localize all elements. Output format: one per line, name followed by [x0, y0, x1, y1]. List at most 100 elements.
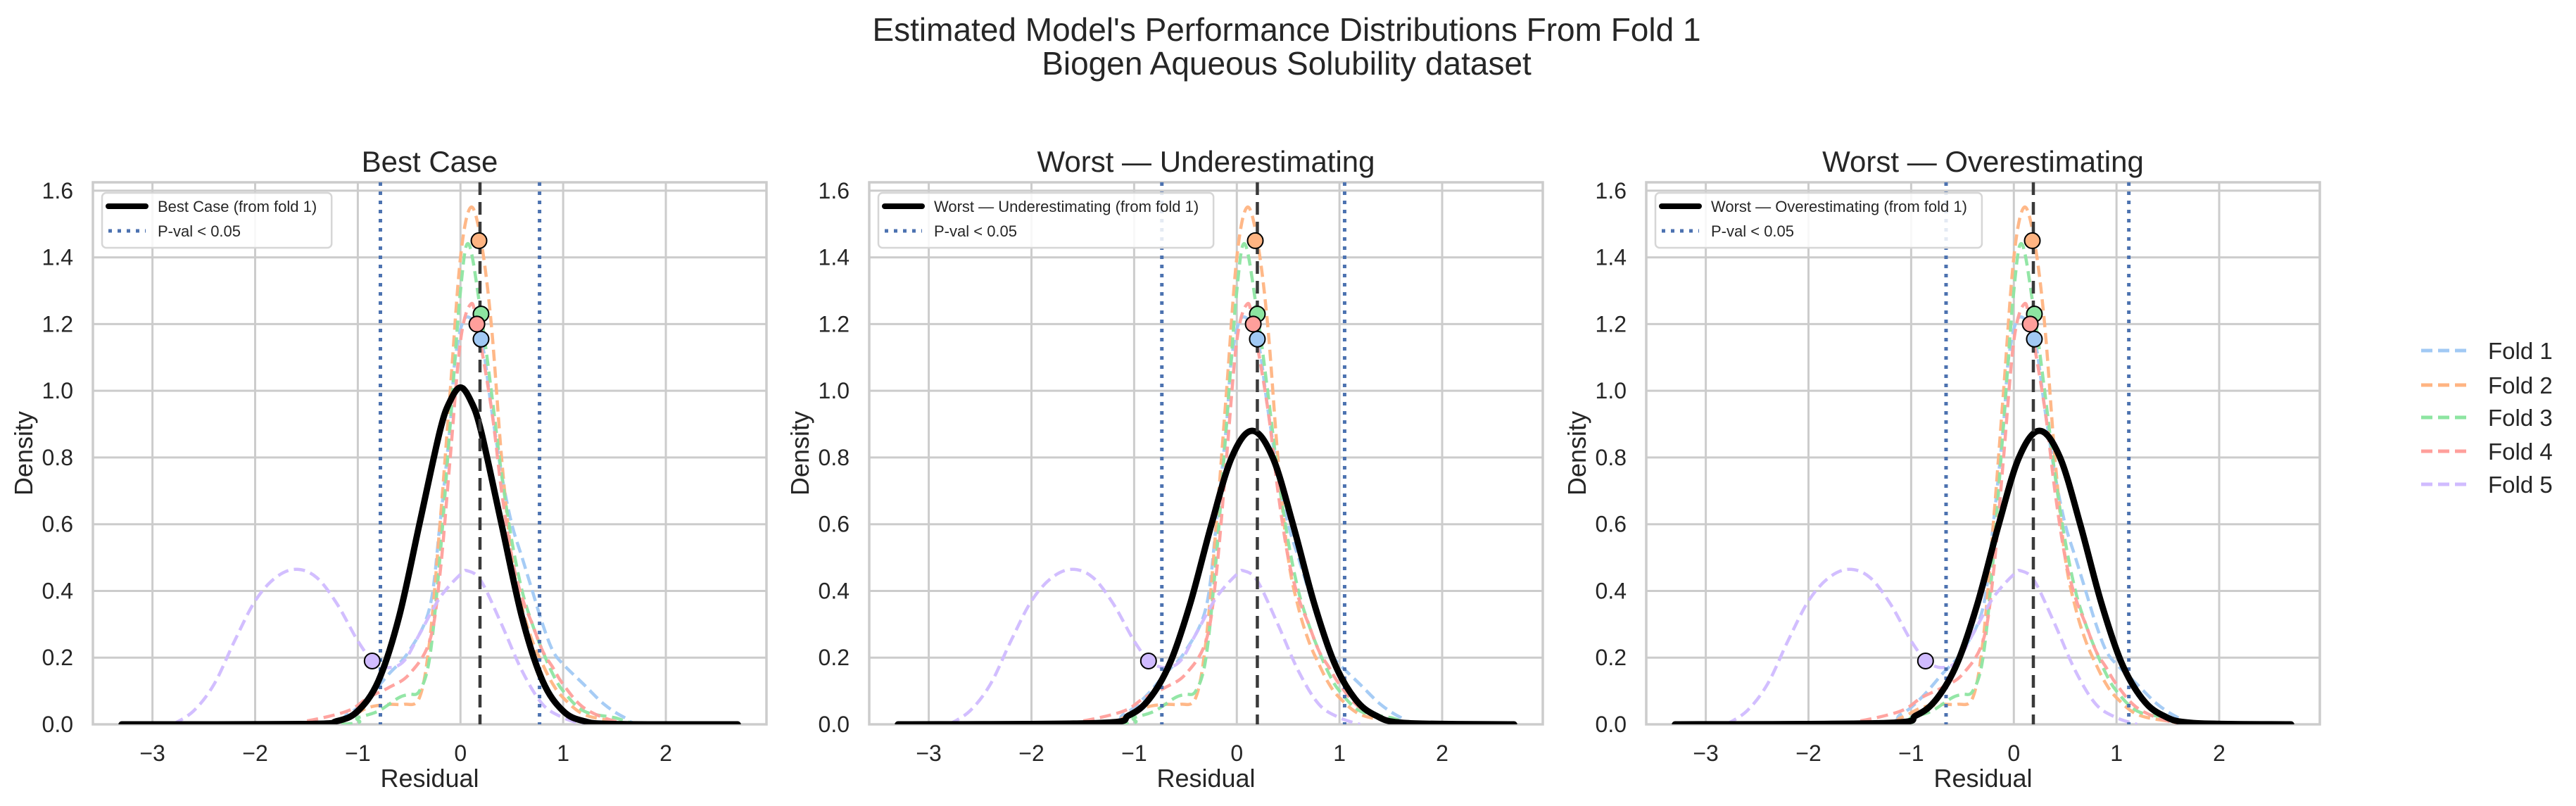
fold-3-density-curve — [1674, 241, 2292, 724]
fold-5-marker — [1917, 652, 1934, 669]
fold-legend-item: Fold 2 — [2421, 372, 2553, 398]
y-axis-label: Density — [1562, 411, 1591, 496]
panel-2: −3 −2 −1 0 1 2 0.0 0.2 0.4 0.6 0.8 1.0 1.2 1.4 1.6 Wors… — [785, 145, 1544, 793]
y-tick-label: 1.2 — [1596, 311, 1627, 336]
fold-3-density-curve — [121, 241, 738, 724]
fold-1-marker — [2026, 330, 2043, 348]
axes-frame — [91, 181, 768, 726]
y-tick-label: 1.2 — [42, 311, 73, 336]
y-tick-label: 0.4 — [42, 578, 73, 603]
y-tick-label: 0.2 — [819, 645, 850, 670]
panel-legend: Worst — Underestimating (from fold 1) P-v… — [877, 191, 1215, 249]
y-tick-label: 0.4 — [819, 578, 850, 603]
x-tick-label: −1 — [345, 741, 370, 766]
x-tick-label: 2 — [2213, 741, 2225, 766]
y-tick-label: 0.2 — [42, 645, 73, 670]
y-tick-label: 0.8 — [819, 445, 850, 470]
fold-4-marker — [2021, 315, 2039, 333]
x-tick-label: 2 — [1436, 741, 1448, 766]
y-tick-label: 0.2 — [1596, 645, 1627, 670]
fold-1-density-curve — [121, 315, 738, 724]
reference-density-curve — [118, 384, 741, 724]
axes-frame — [1645, 181, 2321, 726]
fold-4-marker — [468, 315, 486, 333]
fold-5-density-curve — [1725, 567, 2138, 724]
x-tick-label: 1 — [1333, 741, 1346, 766]
pval-legend-label: P-val < 0.05 — [1711, 222, 1794, 240]
suptitle-line-2: Biogen Aqueous Solubility dataset — [1042, 45, 1532, 82]
panel-1: −3 −2 −1 0 1 2 0.0 0.2 0.4 0.6 0.8 1.0 1.2 1.4 1.6 Best… — [9, 145, 768, 793]
panel-3: −3 −2 −1 0 1 2 0.0 0.2 0.4 0.6 0.8 1.0 1.2 1.4 1.6 Wors… — [1562, 145, 2321, 793]
fold-legend: Fold 1 Fold 2 Fold 3 Fold 4 Fold 5 — [2421, 338, 2553, 498]
x-axis-label: Residual — [380, 764, 479, 793]
fold-2-density-curve — [897, 206, 1515, 724]
reference-density-curve — [895, 427, 1517, 724]
panel-legend: Worst — Overestimating (from fold 1) P-va… — [1654, 191, 1983, 249]
x-tick-label: −1 — [1121, 741, 1147, 766]
fold-4-marker — [1244, 315, 1262, 333]
y-tick-label: 0.6 — [42, 512, 73, 537]
y-tick-label: 0.0 — [819, 712, 850, 737]
fold-legend-label: Fold 4 — [2488, 439, 2553, 465]
x-axis-label: Residual — [1156, 764, 1255, 793]
y-tick-label: 1.0 — [42, 378, 73, 403]
y-tick-label: 0.8 — [1596, 445, 1627, 470]
y-tick-label: 0.0 — [42, 712, 73, 737]
x-tick-label: −3 — [139, 741, 165, 766]
fold-legend-label: Fold 2 — [2488, 372, 2553, 398]
y-tick-label: 0.4 — [1596, 578, 1627, 603]
axes-frame — [868, 181, 1544, 726]
y-axis-label: Density — [9, 411, 38, 496]
fold-4-density-curve — [897, 301, 1515, 724]
fold-legend-label: Fold 5 — [2488, 472, 2553, 498]
panel-legend: Best Case (from fold 1) P-val < 0.05 — [101, 191, 333, 249]
x-axis-label: Residual — [1933, 764, 2032, 793]
x-tick-label: 1 — [557, 741, 569, 766]
y-tick-label: 1.4 — [1596, 245, 1627, 270]
x-tick-label: −2 — [1018, 741, 1044, 766]
y-tick-label: 1.2 — [819, 311, 850, 336]
y-axis-label: Density — [785, 411, 814, 496]
y-tick-label: 1.4 — [42, 245, 73, 270]
fold-1-density-curve — [897, 315, 1515, 724]
x-tick-label: −2 — [242, 741, 267, 766]
x-tick-label: −3 — [916, 741, 941, 766]
fold-5-marker — [1139, 652, 1157, 669]
fold-2-marker — [470, 232, 488, 249]
y-tick-label: 0.6 — [819, 512, 850, 537]
x-tick-label: 0 — [454, 741, 467, 766]
y-tick-label: 1.0 — [1596, 378, 1627, 403]
fold-5-density-curve — [172, 567, 585, 724]
panel-legend-box — [1654, 191, 1983, 249]
pval-legend-label: P-val < 0.05 — [934, 222, 1017, 240]
fold-2-density-curve — [121, 206, 738, 724]
fold-legend-label: Fold 3 — [2488, 405, 2553, 431]
panel-title: Best Case — [362, 145, 498, 178]
plot-area — [118, 182, 741, 724]
y-tick-label: 1.6 — [1596, 178, 1627, 203]
pval-legend-label: P-val < 0.05 — [158, 222, 241, 240]
fold-1-marker — [1249, 330, 1266, 348]
y-tick-label: 1.6 — [42, 178, 73, 203]
fold-3-density-curve — [897, 241, 1515, 724]
fold-5-marker — [363, 652, 381, 669]
reference-legend-label: Best Case (from fold 1) — [158, 198, 317, 215]
fold-1-marker — [472, 330, 490, 348]
reference-legend-label: Worst — Underestimating (from fold 1) — [934, 198, 1199, 215]
y-tick-label: 0.6 — [1596, 512, 1627, 537]
panels: −3 −2 −1 0 1 2 0.0 0.2 0.4 0.6 0.8 1.0 1.2 1.4 1.6 Best… — [9, 145, 2321, 793]
fold-2-marker — [2023, 232, 2041, 249]
panel-legend-box — [877, 191, 1215, 249]
fold-legend-label: Fold 1 — [2488, 338, 2553, 364]
y-tick-label: 1.0 — [819, 378, 850, 403]
x-tick-label: −3 — [1693, 741, 1718, 766]
y-tick-label: 1.4 — [819, 245, 850, 270]
panel-title: Worst — Overestimating — [1822, 145, 2144, 178]
fold-1-density-curve — [1674, 315, 2292, 724]
y-tick-label: 1.6 — [819, 178, 850, 203]
panel-title: Worst — Underestimating — [1037, 145, 1375, 178]
plot-area — [1672, 182, 2294, 724]
fold-legend-item: Fold 5 — [2421, 472, 2553, 498]
panel-legend-box — [101, 191, 333, 249]
